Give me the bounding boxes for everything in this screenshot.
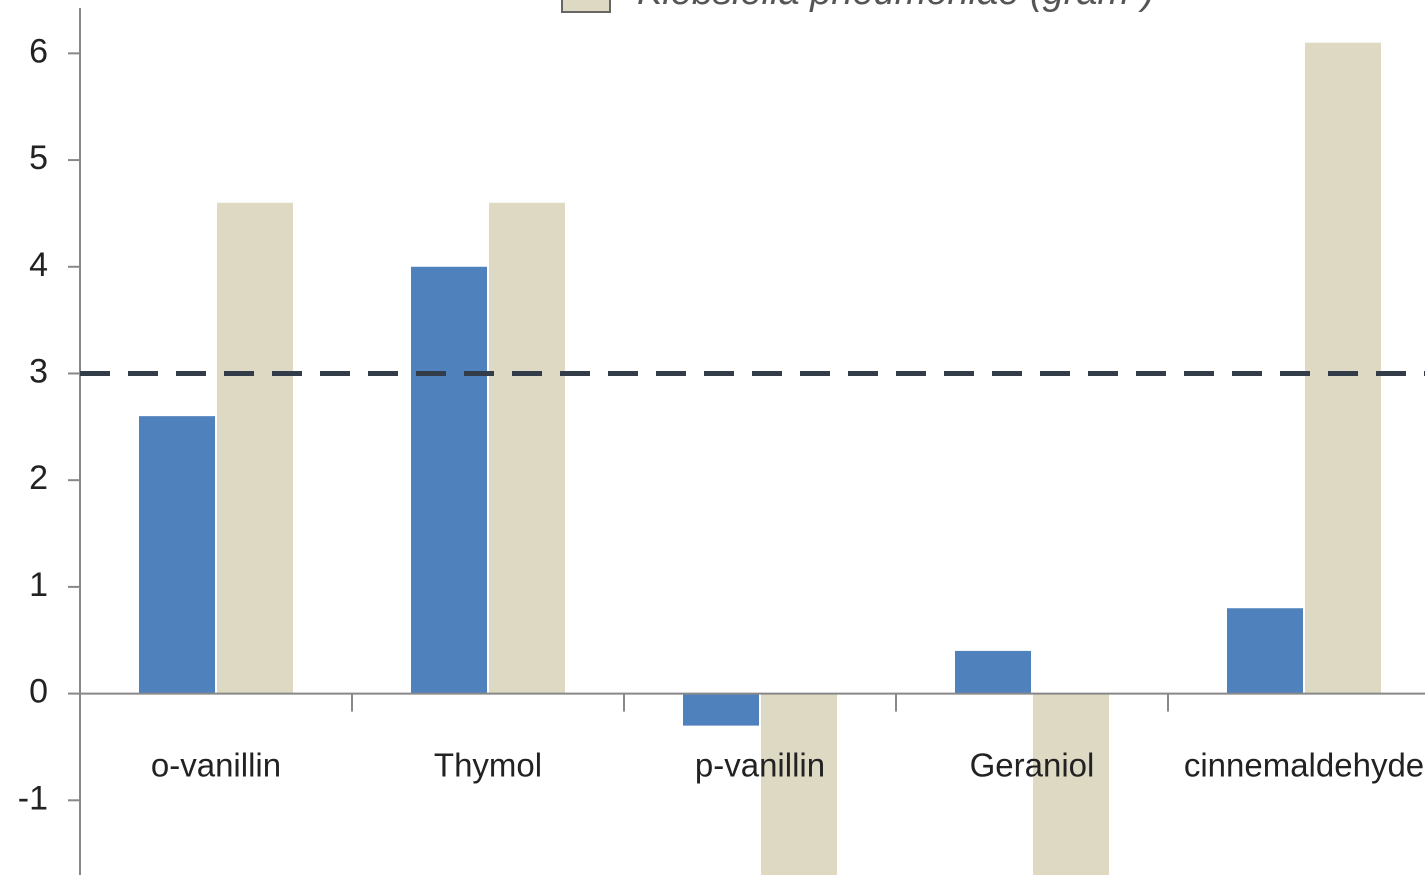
bar xyxy=(1033,693,1109,875)
bar xyxy=(217,202,293,694)
bar xyxy=(1305,42,1381,694)
bar xyxy=(1227,608,1303,694)
bar xyxy=(489,202,565,694)
y-tick-label: 5 xyxy=(29,139,48,177)
legend-label: Klebsiella pneumoniae (gram-) xyxy=(637,0,1154,13)
y-tick-label: 1 xyxy=(29,566,48,604)
y-tick-label: 4 xyxy=(29,246,48,284)
bar xyxy=(683,693,759,726)
bar xyxy=(955,650,1031,694)
bar xyxy=(411,266,487,694)
y-tick-label: 0 xyxy=(29,673,48,711)
x-tick-label: Thymol xyxy=(434,746,542,783)
legend-swatch xyxy=(561,0,611,13)
x-tick-label: o-vanillin xyxy=(151,746,281,783)
bar xyxy=(139,416,215,694)
y-tick-label: 6 xyxy=(29,32,48,70)
y-tick-label: -1 xyxy=(18,779,48,817)
y-tick-label: 2 xyxy=(29,459,48,497)
x-tick-label: p-vanillin xyxy=(695,746,825,783)
x-tick-label: cinnemaldehyde xyxy=(1184,746,1424,783)
y-tick-label: 3 xyxy=(29,352,48,390)
bar xyxy=(761,693,837,875)
x-tick-label: Geraniol xyxy=(970,746,1095,783)
